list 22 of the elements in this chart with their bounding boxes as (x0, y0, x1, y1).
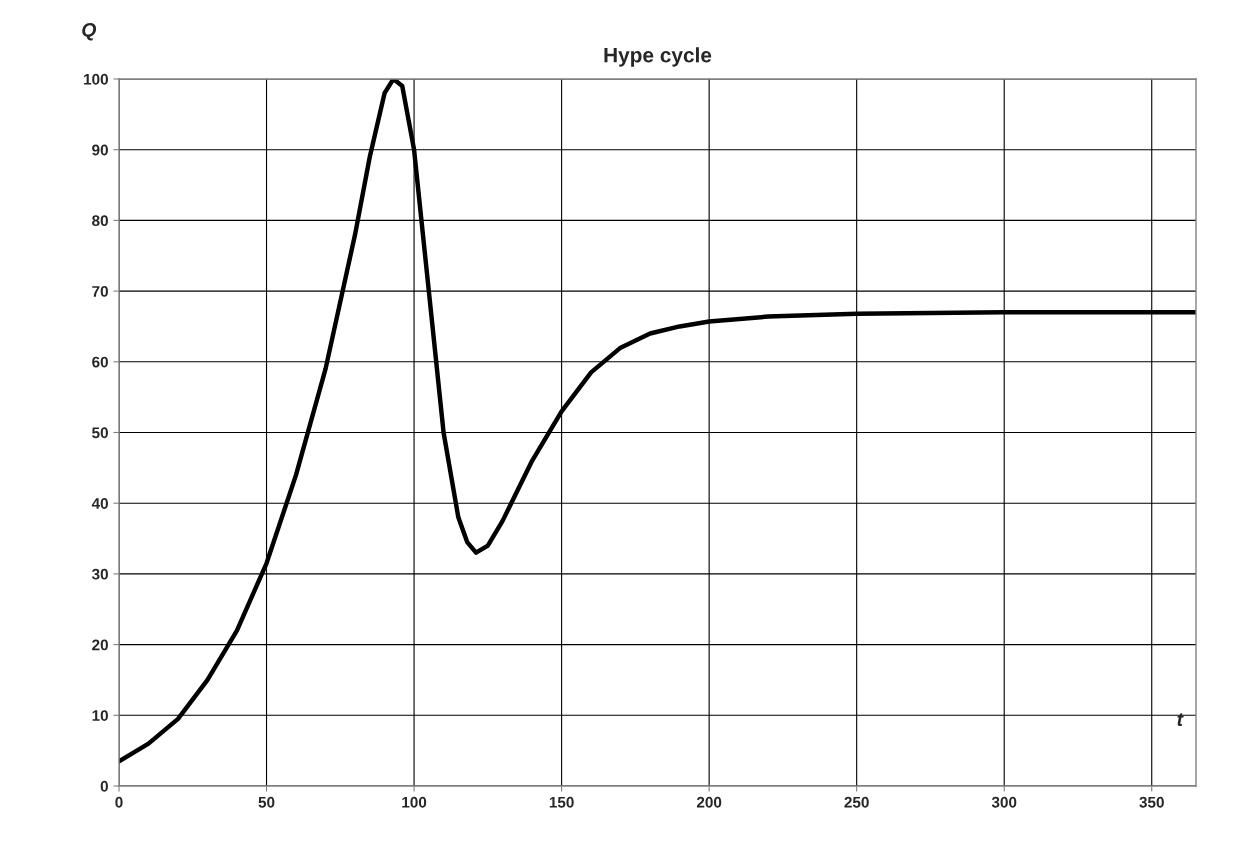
y-tick-label: 0 (100, 780, 108, 792)
y-axis-title: Q (82, 23, 97, 41)
y-tick-label: 60 (92, 356, 108, 368)
y-tick-label: 30 (91, 568, 108, 580)
x-tick-label: 300 (991, 796, 1017, 808)
y-tick-label: 80 (92, 215, 108, 227)
y-tick-label: 100 (84, 73, 108, 85)
y-tick-label: 50 (92, 427, 108, 439)
x-tick-label: 50 (258, 796, 275, 808)
x-tick-label: 200 (696, 796, 722, 808)
y-tick-label: 10 (92, 710, 108, 721)
x-tick-label: 150 (549, 796, 574, 808)
x-axis-title: t (1177, 713, 1184, 727)
x-tick-label: 0 (115, 796, 123, 808)
x-tick-label: 250 (844, 796, 869, 808)
y-tick-label: 20 (92, 639, 108, 651)
x-tick-label: 100 (402, 796, 427, 808)
x-tick-label: 350 (1139, 796, 1164, 808)
y-tick-label: 40 (91, 498, 108, 509)
y-tick-label: 90 (92, 144, 108, 156)
chart-title: Hype cycle (604, 47, 712, 67)
y-tick-label: 70 (92, 285, 108, 297)
